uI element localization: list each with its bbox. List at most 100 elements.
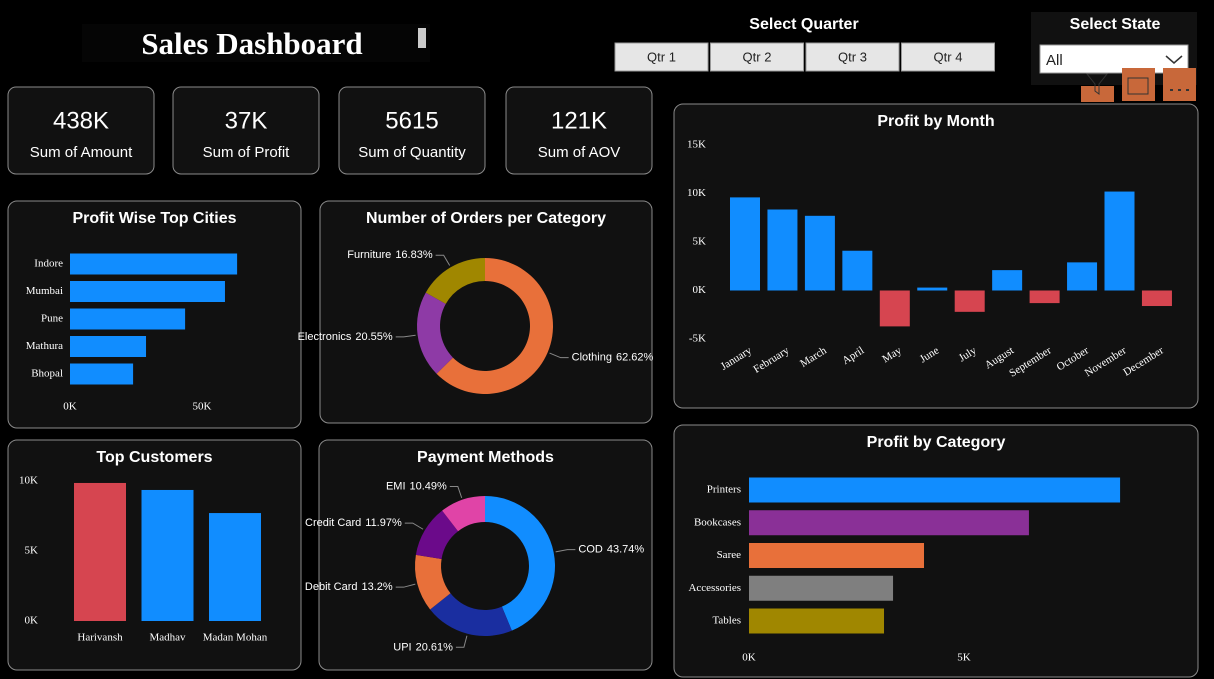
donut-slice	[415, 510, 459, 560]
bar	[767, 209, 798, 291]
leader-line	[395, 583, 416, 588]
kpi-card	[505, 86, 653, 175]
slice-value: 20.61%	[416, 641, 454, 653]
x-tick-label: 0K	[742, 652, 756, 664]
slice-category: Furniture	[347, 249, 391, 261]
slicer-title: Select State	[1070, 16, 1161, 33]
donut-slice	[417, 292, 453, 374]
bar	[804, 215, 835, 291]
donut-slice	[430, 593, 512, 636]
dropdown-chevron	[1165, 55, 1183, 64]
quarter-button[interactable]	[614, 42, 709, 72]
quarter-button[interactable]	[710, 42, 804, 72]
focus-glyph	[1127, 77, 1149, 95]
bar	[992, 270, 1023, 291]
kpi-value: 5615	[385, 107, 438, 134]
slice-value: 43.74%	[607, 543, 645, 555]
chart-title: Top Customers	[96, 449, 212, 466]
donut-slice	[415, 554, 451, 610]
bar	[749, 608, 885, 634]
x-tick-label: Madan Mohan	[203, 632, 268, 644]
quarter-button[interactable]	[805, 42, 900, 72]
bar	[70, 363, 134, 385]
x-tick-label: 0K	[63, 401, 77, 413]
chart-panel: Profit Wise Top Cities 0K 50K Indore Mumbai P…	[7, 200, 302, 429]
leader-line	[549, 352, 569, 359]
bar	[730, 197, 760, 291]
bar	[1141, 290, 1172, 307]
slicer-title: Select Quarter	[749, 16, 858, 33]
chart-title: Payment Methods	[417, 449, 554, 466]
quarter-button[interactable]	[901, 42, 995, 72]
bar	[749, 477, 1121, 503]
bar	[749, 543, 925, 568]
slice-category: EMI	[386, 480, 406, 492]
leader-line	[395, 334, 416, 338]
panel	[673, 103, 1199, 409]
y-tick-label: -5K	[689, 333, 706, 345]
chart-panel: Profit by Category 0K 5K Printers Bookcases S…	[673, 424, 1199, 678]
focus-icon[interactable]	[1122, 68, 1155, 101]
slice-value: 16.83%	[395, 249, 433, 261]
more-icon[interactable]	[1163, 68, 1196, 101]
filter-icon[interactable]	[1081, 86, 1114, 102]
slice-value: 13.2%	[362, 581, 393, 593]
bar	[749, 575, 894, 601]
bar	[70, 253, 238, 275]
visual-icons	[1081, 68, 1196, 102]
chart-panel: Profit by Month-5K0K5K10K15KJanuaryFebru…	[673, 103, 1199, 409]
slice-category: Credit Card	[305, 517, 361, 529]
dashboard-title: Sales Dashboard	[141, 26, 362, 61]
leader-line	[449, 486, 463, 499]
y-tick-label: Tables	[712, 615, 741, 627]
slice-label: COD 43.74%	[578, 543, 644, 555]
dropdown-value: All	[1046, 52, 1063, 69]
y-tick-label: 0K	[25, 615, 39, 627]
y-tick-label: Printers	[707, 484, 741, 496]
slice-category: Clothing	[572, 352, 612, 364]
bar	[879, 290, 910, 327]
slice-category: COD	[578, 543, 603, 555]
bar	[209, 513, 261, 621]
slice-value: 62.62%	[616, 352, 654, 364]
y-tick-label: 0K	[693, 284, 707, 296]
kpi-label: Sum of AOV	[538, 144, 621, 161]
bar	[1029, 290, 1060, 304]
slice-category: Electronics	[298, 331, 352, 343]
kpi-label: Sum of Quantity	[358, 144, 466, 161]
slice-label: Debit Card 13.2%	[305, 581, 393, 593]
quarter-label: Qtr 2	[743, 49, 772, 64]
bar	[1067, 262, 1098, 291]
chart-title: Profit Wise Top Cities	[72, 210, 236, 227]
donut-slice	[425, 258, 485, 304]
x-tick-label: 5K	[957, 652, 971, 664]
bar	[74, 482, 126, 621]
y-tick-label: Pune	[41, 313, 63, 325]
title-box	[82, 24, 430, 62]
slice-label: Furniture 16.83%	[347, 249, 433, 261]
x-tick-label: Madhav	[149, 632, 186, 644]
bar	[842, 250, 873, 291]
y-tick-label: 15K	[687, 139, 706, 151]
bar	[70, 308, 186, 330]
bar	[954, 290, 985, 312]
chart-panel: Number of Orders per Category Clothing 62.…	[298, 200, 654, 424]
donut-slice	[442, 496, 485, 532]
leader-line	[555, 549, 576, 553]
kpi-value: 37K	[225, 107, 268, 134]
donut-slice	[485, 496, 555, 631]
y-tick-label: Accessories	[688, 582, 741, 594]
kpi-value: 438K	[53, 107, 109, 134]
x-tick-label: 50K	[193, 401, 212, 413]
kpi-card	[338, 86, 486, 175]
filter-glyph	[1085, 73, 1109, 95]
slice-label: Electronics 20.55%	[298, 331, 393, 343]
donut-slice	[436, 258, 553, 394]
y-tick-label: Mumbai	[26, 285, 63, 297]
y-tick-label: 5K	[693, 236, 707, 248]
bar	[1104, 191, 1135, 291]
slice-label: EMI 10.49%	[386, 480, 447, 492]
leader-line	[435, 254, 451, 266]
slice-category: Debit Card	[305, 581, 358, 593]
